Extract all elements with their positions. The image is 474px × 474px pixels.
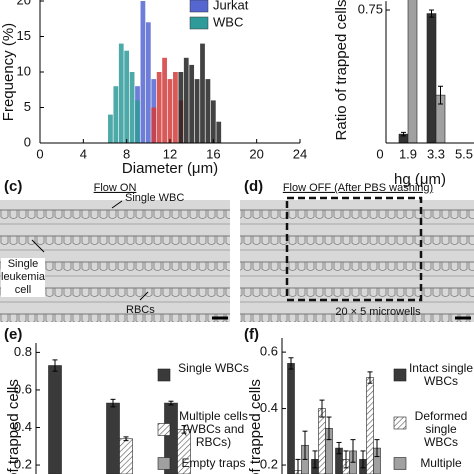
- bar: [366, 377, 374, 474]
- bar: [113, 86, 119, 143]
- bar: [135, 100, 140, 143]
- x-axis-label: hg (μm): [394, 171, 446, 188]
- legend-label: Multiple: [420, 456, 462, 470]
- annotation: 20 × 5 microwells: [335, 306, 421, 318]
- legend-label: Intact single WBCs: [408, 361, 474, 388]
- y-axis-label: Frequency (%): [0, 23, 17, 121]
- legend-label: Jurkat: [213, 0, 249, 12]
- y-tick-label: 0.4: [260, 400, 278, 415]
- legend-swatch: [393, 368, 407, 382]
- x-tick-label: 0: [36, 146, 43, 161]
- y-tick-label: 0.4: [14, 419, 32, 434]
- y-tick-label: 0.2: [14, 456, 32, 471]
- legend-swatch: [157, 368, 171, 382]
- bar: [118, 43, 124, 143]
- y-tick-label: 0.2: [260, 456, 278, 471]
- legend-swatch: [189, 16, 209, 30]
- bar: [216, 121, 222, 143]
- y-tick-label: 10: [17, 63, 31, 78]
- y-axis-label: of trapped cells: [5, 379, 22, 474]
- panel-label: (c): [4, 178, 22, 195]
- arrow: [31, 239, 45, 253]
- y-tick-label: 5: [24, 99, 31, 114]
- bar: [124, 50, 130, 144]
- panel-caption: Flow OFF (After PBS washing): [283, 182, 433, 194]
- bar: [119, 438, 133, 474]
- y-axis-label: Ratio of trapped cells: [333, 0, 350, 140]
- bar: [167, 79, 173, 143]
- arrow: [139, 291, 149, 301]
- y-tick-label: 20: [17, 0, 31, 7]
- bar: [48, 365, 62, 474]
- bar: [145, 22, 151, 143]
- y-axis-label: of trapped cells: [247, 379, 264, 474]
- x-tick-label: 8: [123, 146, 130, 161]
- panel-label: (d): [244, 178, 263, 195]
- arrow: [111, 200, 123, 209]
- bar: [173, 72, 178, 143]
- x-tick-label: 1.9: [399, 146, 417, 161]
- bar: [183, 57, 189, 143]
- bar: [162, 57, 167, 143]
- bar: [140, 1, 146, 143]
- bar: [151, 107, 157, 143]
- legend-label: Deformed single WBCs: [414, 409, 468, 449]
- annotation: Single WBC: [125, 192, 184, 204]
- selection-box: [285, 196, 423, 302]
- legend-label: Single WBCs: [178, 361, 249, 375]
- panel-label: (f): [244, 326, 259, 343]
- legend-swatch: [393, 416, 407, 430]
- bar: [106, 402, 120, 474]
- bar: [318, 408, 326, 474]
- panel-caption: Flow ON: [94, 182, 137, 194]
- legend-label: WBC: [213, 14, 243, 29]
- bar: [287, 363, 295, 474]
- x-tick-label: 5.5: [455, 146, 473, 161]
- legend-swatch: [393, 457, 407, 470]
- bar: [426, 13, 437, 144]
- bar: [189, 64, 195, 143]
- y-tick-label: 0: [24, 134, 31, 149]
- legend-swatch: [189, 0, 209, 13]
- annotation: RBCs: [126, 304, 155, 316]
- bar: [108, 114, 113, 143]
- legend-swatch: [157, 457, 171, 470]
- x-tick-label: 3.3: [427, 146, 445, 161]
- x-tick-label: 20: [249, 146, 263, 161]
- bar: [194, 79, 200, 143]
- bar: [156, 72, 162, 143]
- bar: [210, 100, 216, 143]
- x-tick-label: 12: [163, 146, 177, 161]
- annotation: Single leukemia cell: [1, 258, 46, 297]
- legend-swatch: [157, 423, 171, 436]
- bar: [200, 43, 205, 143]
- x-tick-label: 24: [293, 146, 307, 161]
- micrograph: [240, 200, 474, 322]
- x-tick-label: 16: [206, 146, 220, 161]
- bar: [129, 72, 135, 143]
- x-tick-label: 0: [376, 146, 383, 161]
- y-tick-label: 0.6: [260, 344, 278, 359]
- y-tick-label: 0.6: [14, 381, 32, 396]
- y-tick-label: 15: [17, 28, 31, 43]
- y-tick-label: 0.8: [14, 344, 32, 359]
- x-axis-label: Diameter (μm): [122, 160, 218, 177]
- x-tick-label: 4: [80, 146, 87, 161]
- legend-label: Empty traps: [181, 456, 246, 470]
- bar: [205, 79, 211, 143]
- panel-label: (e): [4, 326, 22, 343]
- bar: [407, 0, 418, 144]
- y-tick-label: 0.75: [358, 1, 383, 16]
- legend-label: Multiple cells (WBCs and RBCs): [179, 409, 248, 449]
- bar: [178, 72, 184, 143]
